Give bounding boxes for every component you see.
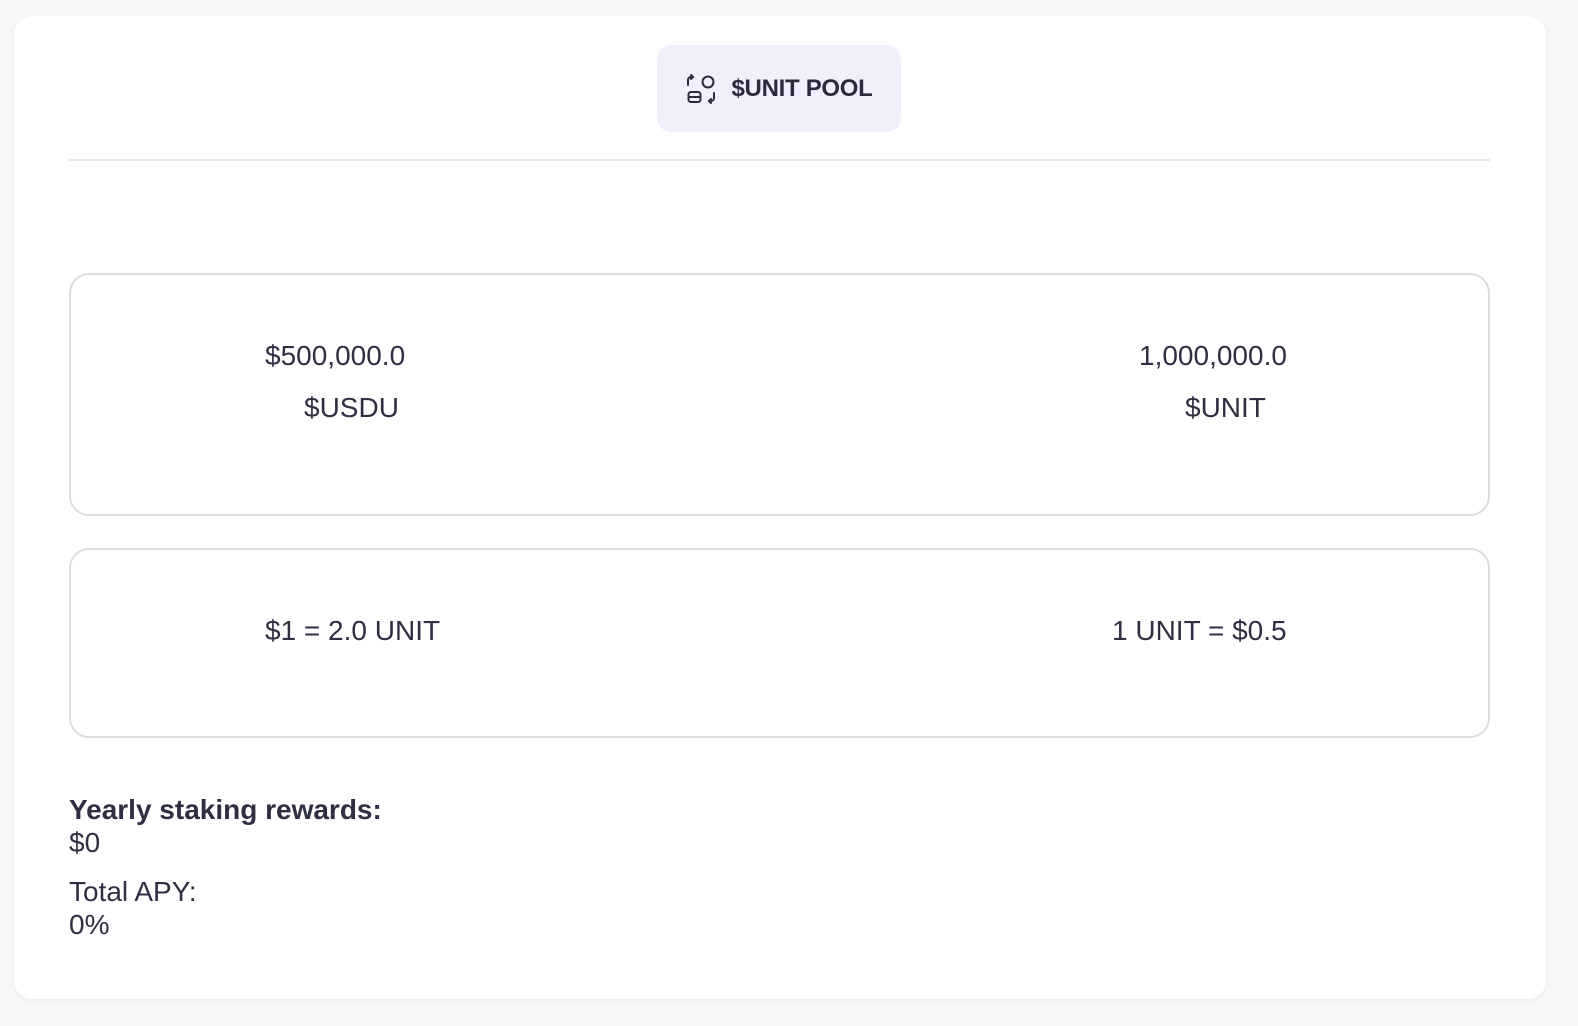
total-apy-value: 0% — [69, 909, 110, 940]
unit-reserve-amount: 1,000,000.0 — [1139, 340, 1287, 371]
tab-unit-pool[interactable]: $UNIT POOL — [657, 45, 901, 132]
pool-tab-label: $UNIT POOL — [731, 74, 873, 102]
pool-swap-icon — [685, 73, 717, 105]
pool-card: $UNIT POOL $500,000.0 $USDU 1,000,000.0 … — [14, 16, 1546, 999]
yearly-rewards-label: Yearly staking rewards: — [69, 794, 382, 825]
usd-to-unit-rate: $1 = 2.0 UNIT — [265, 615, 441, 646]
usdu-reserve-amount: $500,000.0 — [265, 340, 406, 371]
rates-panel: $1 = 2.0 UNIT 1 UNIT = $0.5 — [69, 548, 1490, 738]
reserves-panel: $500,000.0 $USDU 1,000,000.0 $UNIT — [69, 273, 1490, 516]
unit-to-usd-rate: 1 UNIT = $0.5 — [1112, 615, 1287, 646]
header-divider — [69, 159, 1490, 161]
total-apy-label: Total APY: — [69, 876, 197, 907]
unit-token-label: $UNIT — [1185, 392, 1266, 423]
yearly-rewards-value: $0 — [69, 827, 101, 858]
staking-stats: Yearly staking rewards: $0 Total APY: 0% — [69, 793, 382, 941]
usdu-token-label: $USDU — [304, 392, 399, 423]
